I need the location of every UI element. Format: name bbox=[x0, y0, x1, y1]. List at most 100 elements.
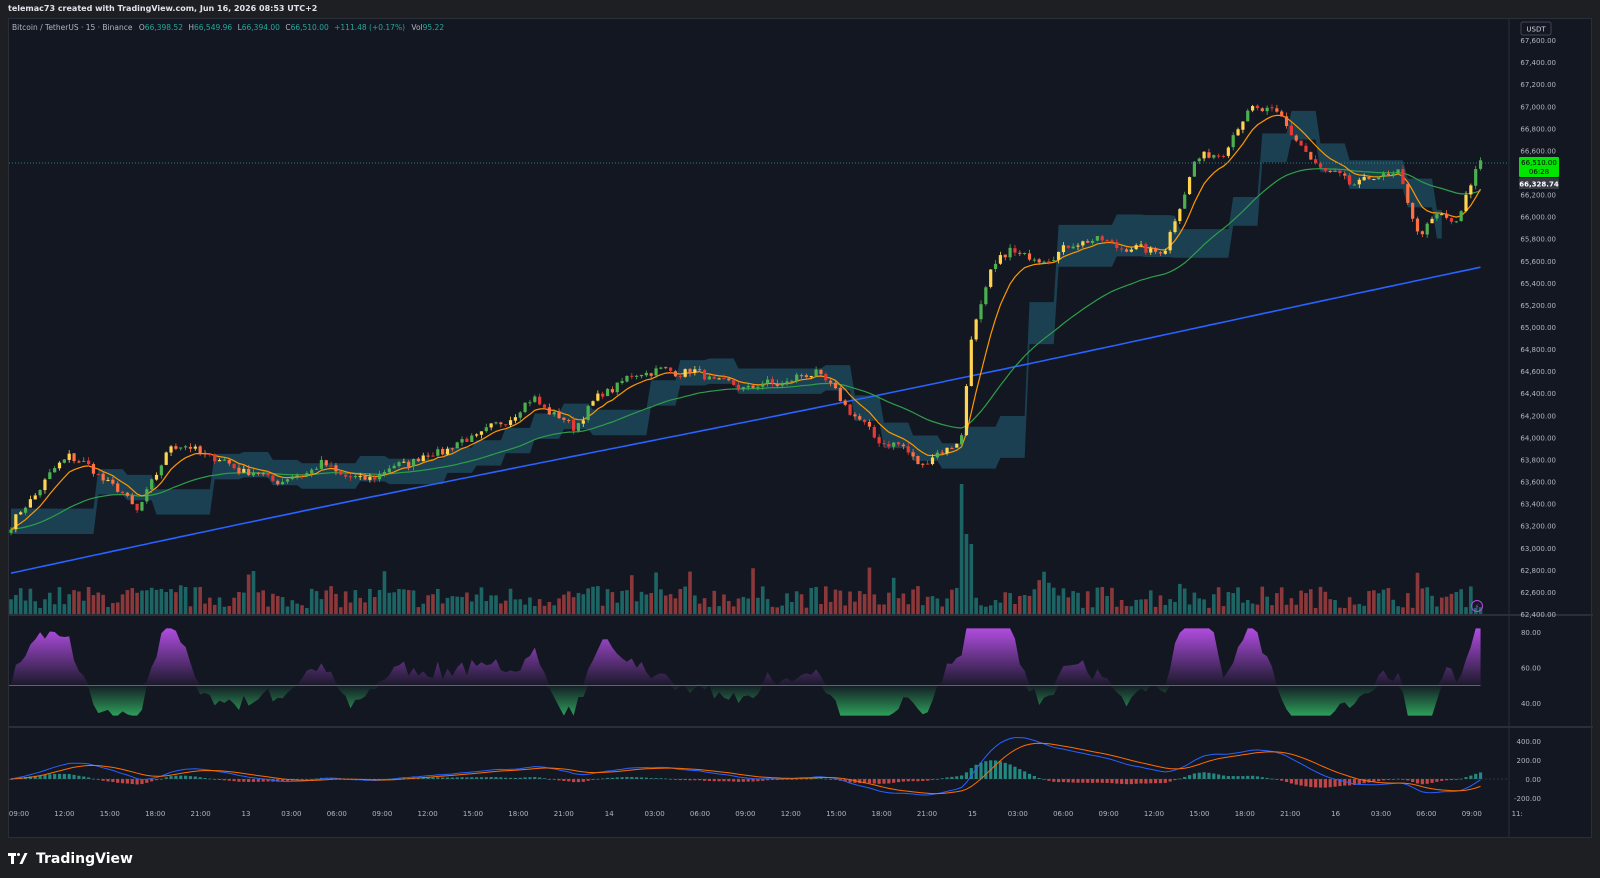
volume-bar bbox=[222, 606, 227, 614]
candle-body bbox=[261, 473, 265, 475]
volume-bar bbox=[921, 605, 925, 614]
candle-body bbox=[1018, 252, 1022, 254]
candle-body bbox=[213, 454, 217, 462]
macd-histogram-bar bbox=[1440, 779, 1444, 781]
macd-histogram-bar bbox=[673, 779, 678, 780]
volume-bar bbox=[804, 607, 809, 614]
macd-histogram-bar bbox=[998, 761, 1002, 779]
macd-histogram-bar bbox=[1386, 779, 1390, 780]
candle-body bbox=[979, 304, 983, 320]
price-axis[interactable]: 67,600.00 67,400.00 67,200.00 67,000.00 66,8… bbox=[1520, 37, 1556, 619]
macd-histogram-bar bbox=[567, 779, 571, 782]
currency-badge[interactable]: USDT bbox=[1526, 26, 1546, 34]
macd-histogram-bar bbox=[1246, 775, 1250, 779]
chart-canvas[interactable]: Bitcoin / TetherUS · 15 · Binance O66,39… bbox=[9, 19, 1593, 839]
volume-bar bbox=[950, 589, 954, 614]
volume-bar bbox=[974, 597, 978, 614]
volume-bar bbox=[1032, 589, 1037, 614]
macd-histogram-bar bbox=[188, 776, 193, 779]
macd-histogram-bar bbox=[135, 779, 139, 785]
macd-histogram-bar bbox=[591, 779, 595, 780]
volume-bar bbox=[494, 595, 498, 614]
candle-body bbox=[23, 507, 28, 513]
candle-body bbox=[819, 369, 823, 374]
candle-body bbox=[504, 424, 508, 426]
macd-histogram-bar bbox=[1260, 777, 1264, 779]
volume-bar bbox=[1027, 595, 1032, 614]
macd-histogram-bar bbox=[1037, 777, 1041, 779]
candle-body bbox=[174, 446, 178, 449]
macd-histogram-bar bbox=[38, 775, 42, 779]
volume-bar bbox=[683, 586, 687, 614]
candle-body bbox=[974, 319, 978, 340]
legend-low-label: L bbox=[238, 23, 243, 32]
macd-histogram-bar bbox=[1425, 779, 1429, 784]
volume-bar bbox=[780, 605, 784, 614]
candle-body bbox=[1260, 108, 1264, 112]
candle-body bbox=[324, 460, 328, 466]
volume-bar bbox=[518, 599, 523, 614]
candle-body bbox=[960, 435, 964, 445]
volume-bar bbox=[1100, 587, 1105, 614]
time-tick-label: 18:00 bbox=[145, 810, 165, 818]
candle-body bbox=[101, 473, 105, 481]
volume-bar bbox=[479, 587, 484, 614]
volume-bar bbox=[43, 599, 47, 614]
volume-bar bbox=[227, 605, 232, 614]
macd-histogram-bar bbox=[111, 779, 115, 783]
candle-body bbox=[1454, 221, 1458, 223]
time-axis[interactable]: 09:00 12:00 15:00 18:00 21:00 13 03:00 06:00 09:… bbox=[9, 810, 1523, 818]
volume-bar bbox=[329, 586, 333, 614]
candle-body bbox=[310, 469, 314, 474]
volume-bar bbox=[639, 591, 644, 614]
macd-histogram-bar bbox=[819, 778, 823, 780]
candle-body bbox=[1144, 244, 1148, 253]
macd-histogram-bar bbox=[911, 779, 915, 782]
macd-histogram-bar bbox=[1120, 779, 1124, 784]
volume-bar bbox=[746, 598, 750, 614]
price-tick-label: 62,400.00 bbox=[1520, 611, 1556, 619]
macd-histogram-bar bbox=[1129, 779, 1133, 785]
volume-bar bbox=[474, 594, 479, 614]
macd-histogram-bar bbox=[1338, 779, 1342, 787]
candle-body bbox=[1139, 244, 1143, 246]
macd-histogram-bar bbox=[1027, 773, 1032, 779]
macd-histogram-bar bbox=[1454, 779, 1458, 780]
volume-bar bbox=[1081, 607, 1085, 614]
ichimoku-cloud bbox=[11, 110, 1442, 534]
volume-bar bbox=[397, 588, 401, 614]
volume-bar bbox=[1313, 607, 1318, 614]
macd-histogram-bar bbox=[955, 776, 959, 779]
macd-histogram-bar bbox=[872, 779, 876, 784]
volume-bar bbox=[1430, 595, 1434, 614]
candle-body bbox=[863, 419, 867, 423]
legend-open: 66,398.52 bbox=[145, 23, 183, 32]
volume-bar bbox=[731, 606, 736, 614]
candle-body bbox=[669, 367, 673, 371]
volume-bar bbox=[149, 587, 154, 614]
macd-histogram-bar bbox=[625, 776, 629, 779]
macd-signal-line bbox=[10, 742, 1481, 795]
candle-body bbox=[984, 287, 988, 305]
volume-bar bbox=[387, 592, 392, 614]
lightning-icon[interactable] bbox=[1471, 600, 1483, 612]
tradingview-logo[interactable]: TradingView bbox=[8, 849, 133, 869]
candle-body bbox=[276, 480, 280, 485]
volume-bar bbox=[460, 597, 464, 614]
volume-bar bbox=[1396, 606, 1400, 614]
time-tick-label: 18:00 bbox=[872, 810, 892, 818]
volume-bar bbox=[164, 592, 168, 614]
price-tick-label: 66,000.00 bbox=[1520, 214, 1556, 222]
volume-bar bbox=[402, 589, 406, 614]
volume-bar bbox=[1134, 599, 1138, 614]
volume-bar bbox=[266, 606, 270, 614]
candle-body bbox=[208, 453, 212, 455]
volume-bar bbox=[1221, 606, 1226, 614]
macd-histogram-bar bbox=[1086, 779, 1090, 783]
chart-panel[interactable]: Bitcoin / TetherUS · 15 · Binance O66,39… bbox=[8, 18, 1593, 839]
time-tick-label: 15:00 bbox=[1189, 810, 1209, 818]
volume-bar bbox=[256, 592, 261, 614]
price-tick-label: 65,200.00 bbox=[1520, 302, 1556, 310]
price-tick-label: 65,400.00 bbox=[1520, 280, 1556, 288]
volume-bar bbox=[620, 590, 624, 614]
